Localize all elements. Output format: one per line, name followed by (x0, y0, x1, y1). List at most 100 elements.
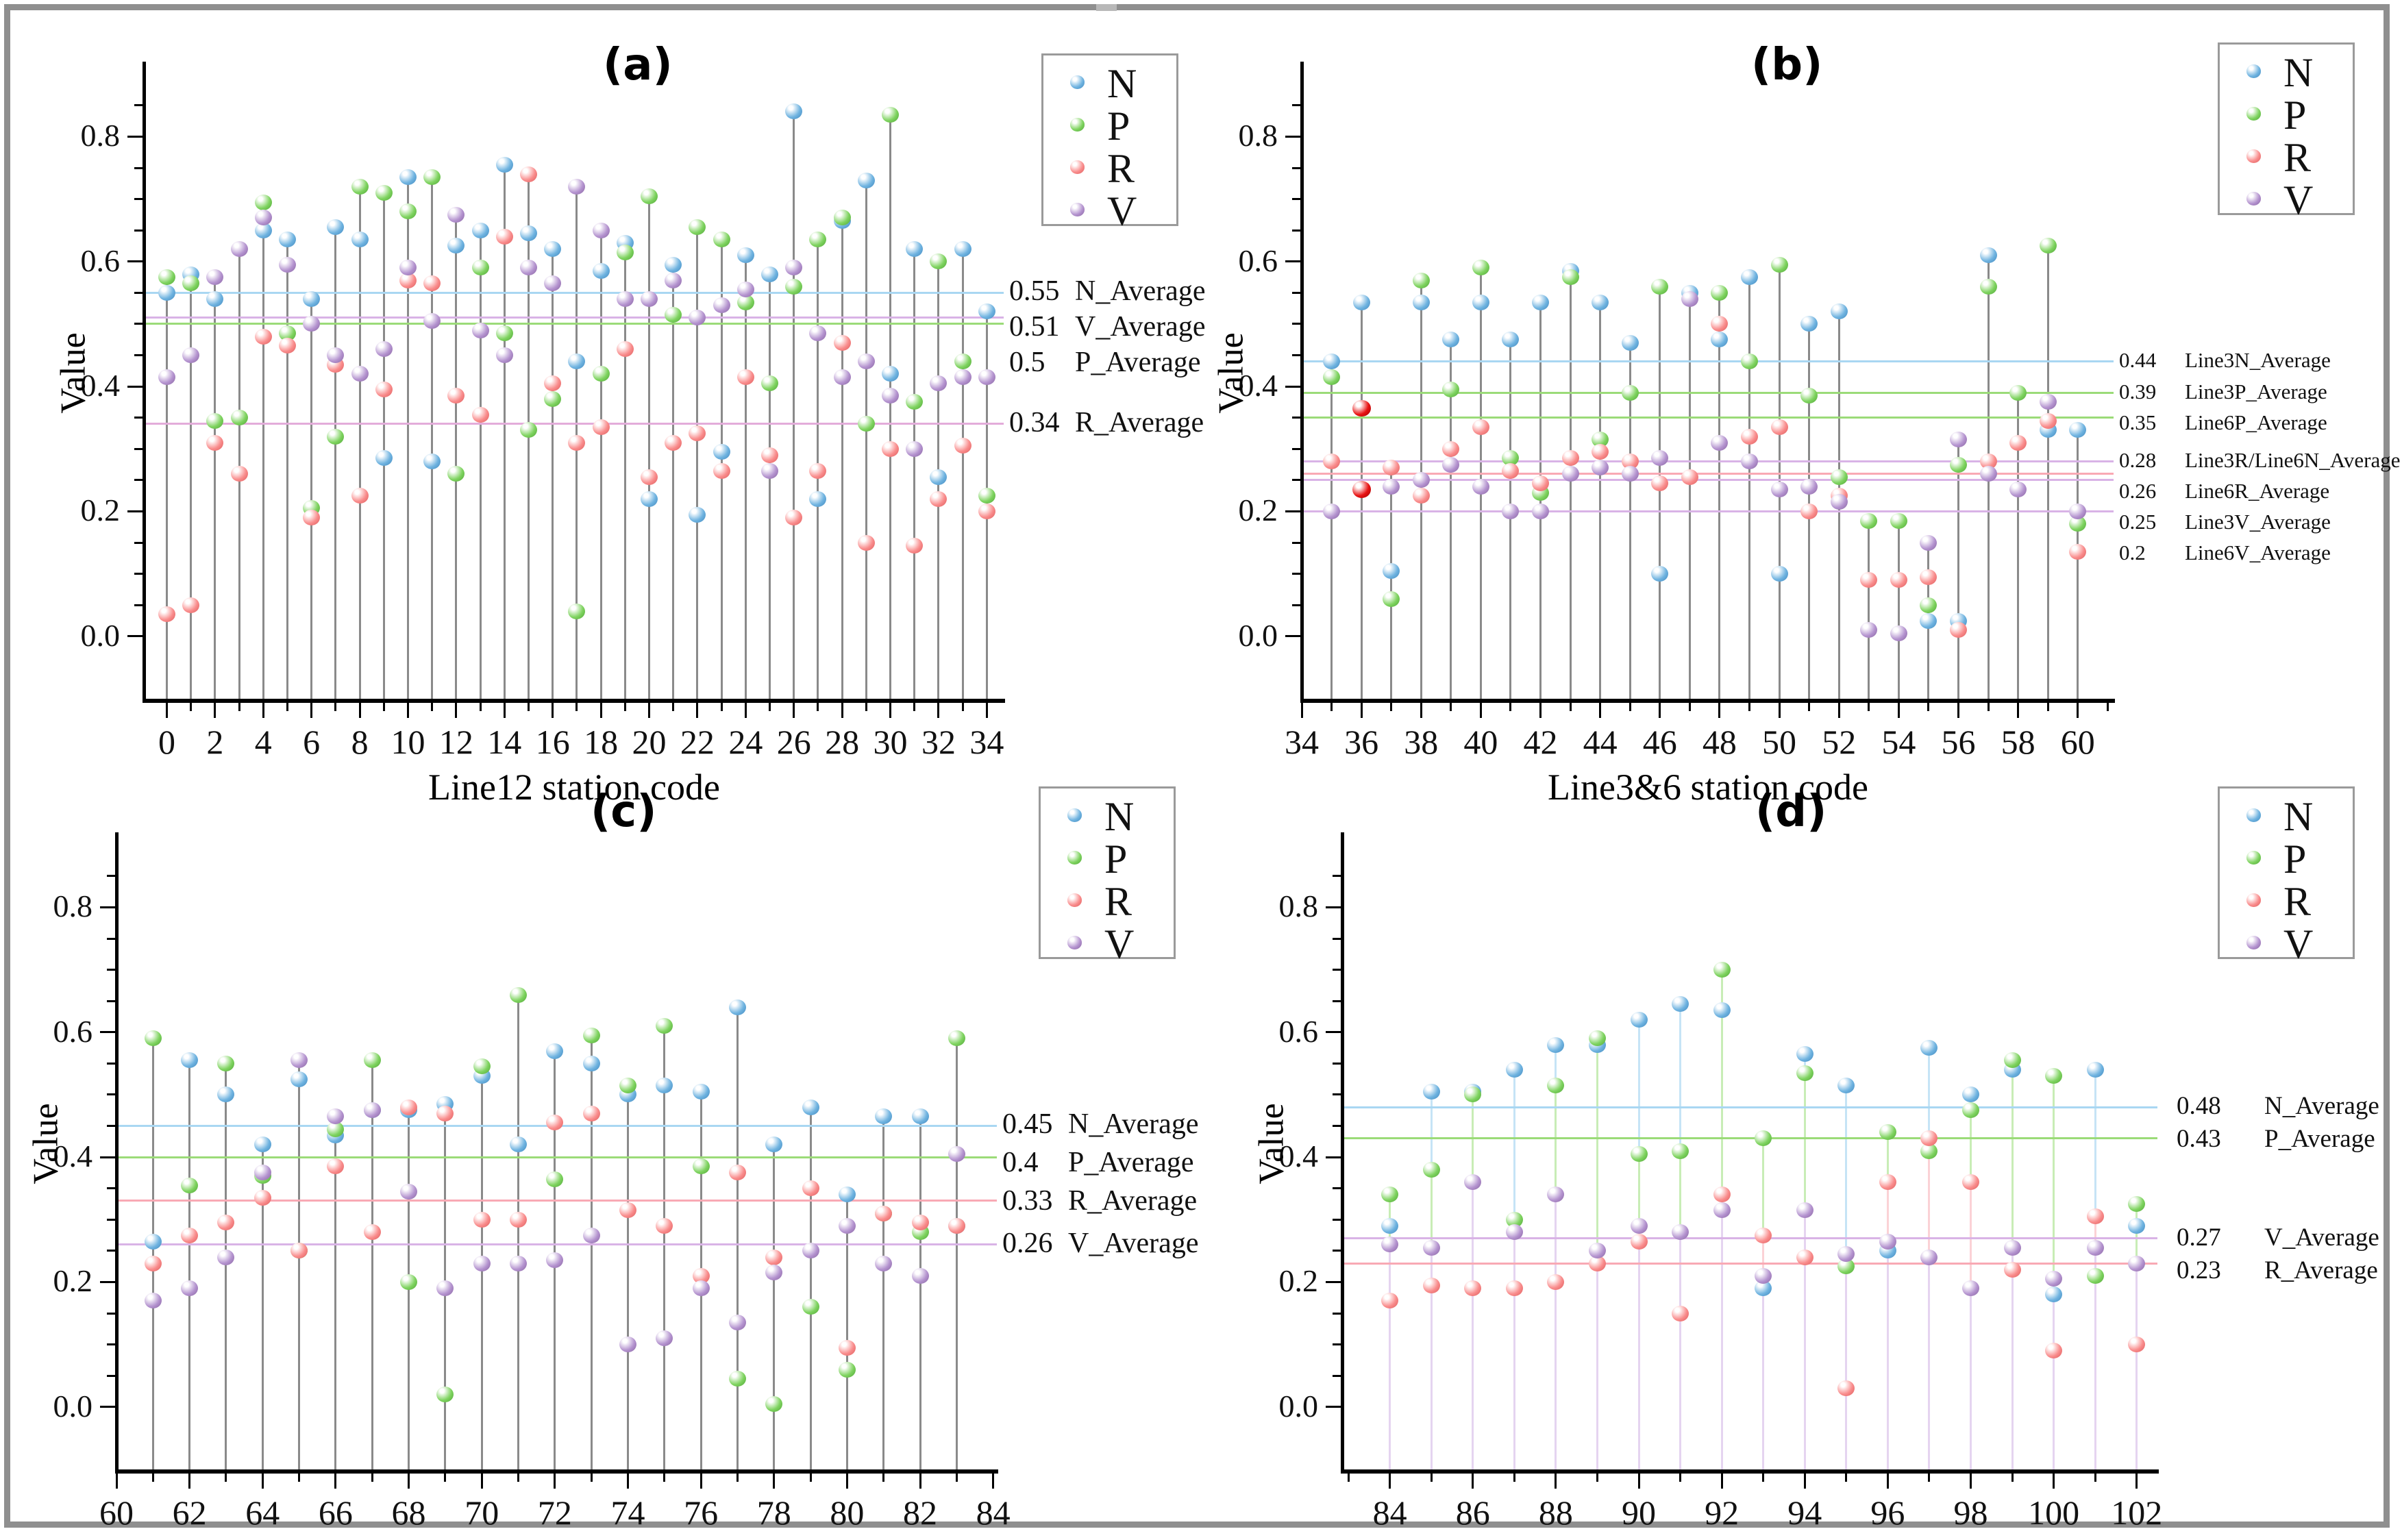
stem (1360, 302, 1363, 699)
data-dot-P (785, 278, 803, 295)
data-dot-N (713, 444, 730, 460)
x-tick-label: 74 (610, 1493, 645, 1532)
avg-line-R_Average (116, 1200, 997, 1202)
data-dot-R (1422, 1277, 1440, 1293)
stem (286, 239, 288, 699)
y-tick-minor (107, 1125, 116, 1128)
x-tick-minor (817, 703, 819, 711)
data-dot-V (1561, 466, 1579, 482)
data-dot-N (1505, 1061, 1523, 1078)
data-dot-R (736, 369, 754, 385)
legend-label-R: R (1104, 879, 1132, 924)
x-tick-major (554, 1474, 556, 1489)
x-tick-minor (1845, 1474, 1848, 1482)
data-dot-V (1422, 1239, 1440, 1256)
data-dot-V (1672, 1224, 1689, 1241)
avg-line-N_Average (1342, 1106, 2157, 1108)
stem-V (1720, 1210, 1723, 1469)
data-dot-N (656, 1077, 673, 1093)
data-dot-P (761, 375, 779, 392)
y-tick-minor (134, 417, 144, 419)
data-dot-R (2009, 434, 2027, 451)
data-dot-R (1412, 488, 1430, 504)
x-tick-label: 82 (903, 1493, 938, 1532)
data-dot-V (519, 260, 537, 276)
data-dot-R (1949, 622, 1967, 638)
y-tick-minor (1292, 229, 1302, 232)
data-dot-P (473, 1058, 491, 1075)
x-tick-label: 44 (1583, 723, 1618, 761)
stem (1599, 302, 1602, 699)
x-tick-minor (720, 703, 723, 711)
x-tick-major (2135, 1474, 2138, 1489)
avg-line-R_Average (1342, 1262, 2157, 1265)
data-dot-V (948, 1146, 965, 1163)
data-dot-V (692, 1280, 710, 1297)
avg-value-label: 0.33 (1002, 1185, 1053, 1217)
data-dot-N (1383, 562, 1400, 579)
x-tick-label: 64 (245, 1493, 280, 1532)
y-tick-minor (1333, 1250, 1342, 1252)
y-tick-label: 0.4 (80, 368, 121, 403)
data-dot-V (954, 369, 971, 385)
data-dot-R (1383, 460, 1400, 476)
data-dot-N (1740, 269, 1758, 286)
data-dot-N (351, 232, 369, 248)
data-dot-N (1352, 294, 1370, 310)
data-dot-N (423, 454, 441, 470)
data-dot-R (2039, 412, 2057, 429)
avg-line-P_Average (116, 1156, 997, 1158)
data-dot-P (1949, 456, 1967, 473)
x-tick-major (1659, 703, 1661, 718)
data-dot-R (544, 375, 562, 392)
data-dot-V (206, 269, 224, 286)
stem (406, 177, 409, 699)
data-dot-P (2045, 1068, 2063, 1084)
x-tick-label: 58 (2001, 723, 2035, 761)
x-tick-label: 56 (1941, 723, 1976, 761)
data-dot-V (278, 256, 296, 273)
legend-label-V: V (2283, 921, 2314, 967)
data-dot-R (948, 1217, 965, 1234)
data-dot-N (809, 490, 827, 507)
x-tick-major (1599, 703, 1602, 718)
avg-line-Line6P_Average (1302, 417, 2114, 419)
data-dot-V (875, 1255, 893, 1271)
avg-name-label: V_Average (2264, 1223, 2379, 1252)
data-dot-R (1920, 569, 1937, 585)
data-dot-P (447, 466, 465, 482)
x-tick-major (480, 1474, 483, 1489)
x-tick-label: 62 (172, 1493, 207, 1532)
data-dot-P (809, 232, 827, 248)
data-dot-V (217, 1249, 235, 1265)
data-dot-N (253, 1137, 271, 1153)
data-dot-V (1472, 478, 1489, 495)
x-tick-minor (1679, 1474, 1682, 1482)
data-dot-P (930, 253, 948, 270)
x-axis (1341, 1469, 2159, 1474)
data-dot-V (641, 290, 658, 307)
data-dot-V (1442, 456, 1460, 473)
y-tick-minor (1292, 479, 1302, 482)
data-dot-R (1860, 572, 1878, 588)
x-tick-minor (298, 1474, 301, 1482)
data-dot-P (692, 1158, 710, 1175)
highlight-dot (1352, 399, 1371, 417)
x-tick-minor (1450, 703, 1452, 711)
stem-V (2011, 1247, 2014, 1469)
stem (1450, 339, 1452, 699)
stem-V (2135, 1263, 2138, 1469)
avg-name-label: V_Average (1068, 1227, 1199, 1259)
stem-V (2094, 1247, 2096, 1469)
avg-value-label: 0.2 (2119, 541, 2146, 565)
stem-V (1803, 1210, 1806, 1469)
avg-line-Line6R_Average (1302, 473, 2114, 475)
legend-marker-R (1069, 160, 1085, 174)
y-tick-minor (1292, 447, 1302, 450)
stem (845, 1194, 848, 1469)
stem (1718, 293, 1721, 699)
data-dot-R (713, 462, 730, 479)
data-dot-V (1800, 478, 1818, 495)
data-dot-R (619, 1202, 636, 1219)
data-dot-N (2069, 422, 2087, 438)
